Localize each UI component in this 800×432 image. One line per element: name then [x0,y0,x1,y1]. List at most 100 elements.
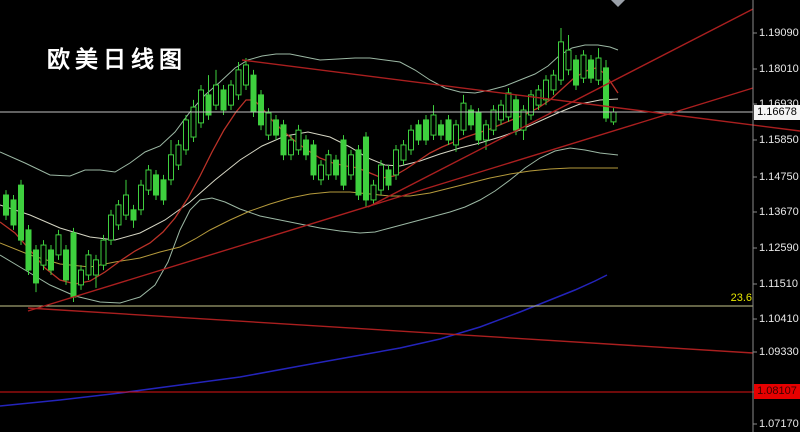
axis-price-label: 1.09330 [759,346,799,358]
candle-body [528,94,534,116]
candle-body [93,259,99,276]
candle-body [108,214,114,241]
candle-body [235,69,242,96]
candle-body [565,49,572,71]
support-price-label: 1.08107 [754,384,800,399]
candle-body [355,149,362,196]
slow-ma-yellow-line [0,167,618,268]
candle-body [318,164,324,181]
candle-body [55,234,62,256]
candle-body [385,169,392,186]
candle-body [18,184,24,241]
candle-body [453,124,459,146]
candle-body [505,92,512,118]
downtrend-from-peak [241,59,800,132]
candle-body [115,204,122,226]
candle-body [288,139,294,156]
chart-title: 欧美日线图 [47,46,187,73]
downtrend-lower [27,307,754,354]
fast-ma-red-line [0,67,619,285]
candle-body [3,194,9,216]
candle-body [243,64,249,86]
candle-body [198,89,204,124]
candle-body [370,184,377,201]
candle-body [40,244,47,266]
candle-body [48,249,54,271]
axis-price-label: 1.11510 [759,278,798,290]
candle-body [490,109,497,131]
candle-body [400,144,407,161]
candle-body [580,54,587,79]
candle-body [558,41,564,81]
candle-body [70,232,77,298]
axis-price-label: 1.19090 [759,27,799,39]
candle-body [468,109,474,126]
candle-body [205,94,212,116]
candle-body [33,249,39,284]
candle-body [123,194,129,216]
axis-price-label: 1.07170 [759,418,799,430]
candle-body [130,209,137,221]
candle-body [295,129,302,151]
candle-body [588,59,594,79]
axis-price-label: 1.13670 [759,206,799,218]
candle-body [25,229,32,271]
candle-body [550,74,557,91]
candle-body [430,114,437,136]
candle-body [348,154,354,176]
candle-body [573,59,579,86]
candle-body [138,184,144,211]
candle-body [100,239,107,266]
uptrend-steep [367,8,754,208]
candle-body [325,154,332,176]
candle-body [280,124,287,156]
candle-body [78,269,84,286]
candle-body [310,144,317,176]
candle-body [445,119,452,141]
candle-body [168,154,174,181]
candle-body [603,67,609,119]
candle-body [220,89,227,111]
candle-body [213,84,219,106]
bollinger-upper-line [0,44,619,177]
candle-body [63,249,69,281]
bollinger-lower-line [0,147,619,304]
candle-body [175,144,182,166]
axis-price-label: 1.12590 [759,242,799,254]
bollinger-middle-line [0,98,619,241]
axis-price-label: 1.10410 [759,313,799,325]
candle-body [393,149,399,176]
candle-body [160,179,167,201]
candle-body [438,124,444,136]
candle-body [250,74,257,113]
candle-body [520,109,527,131]
uptrend-major [27,87,754,312]
axis-price-label: 1.18010 [759,63,799,75]
candle-body [258,94,264,126]
axis-price-label: 1.15850 [759,134,799,146]
candle-body [183,119,189,151]
candle-body [475,111,482,141]
candle-body [190,106,197,138]
fib-236-label: 23.6 [730,292,752,304]
candle-body [340,139,347,186]
candle-body [498,104,504,121]
candle-body [513,99,519,131]
top-triangle-marker [611,0,625,7]
candle-body [595,57,602,81]
candle-body [415,124,422,141]
candle-body [333,159,339,176]
candle-body [273,119,279,136]
axis-price-label: 1.14750 [759,171,799,183]
candle-body [610,111,617,123]
candle-body [460,102,467,131]
candle-body [483,124,489,141]
candle-body [265,112,272,136]
candle-body [408,129,414,151]
candle-body [543,79,549,101]
candle-body [85,254,92,276]
candle-body [423,119,429,141]
candle-body [378,164,384,191]
